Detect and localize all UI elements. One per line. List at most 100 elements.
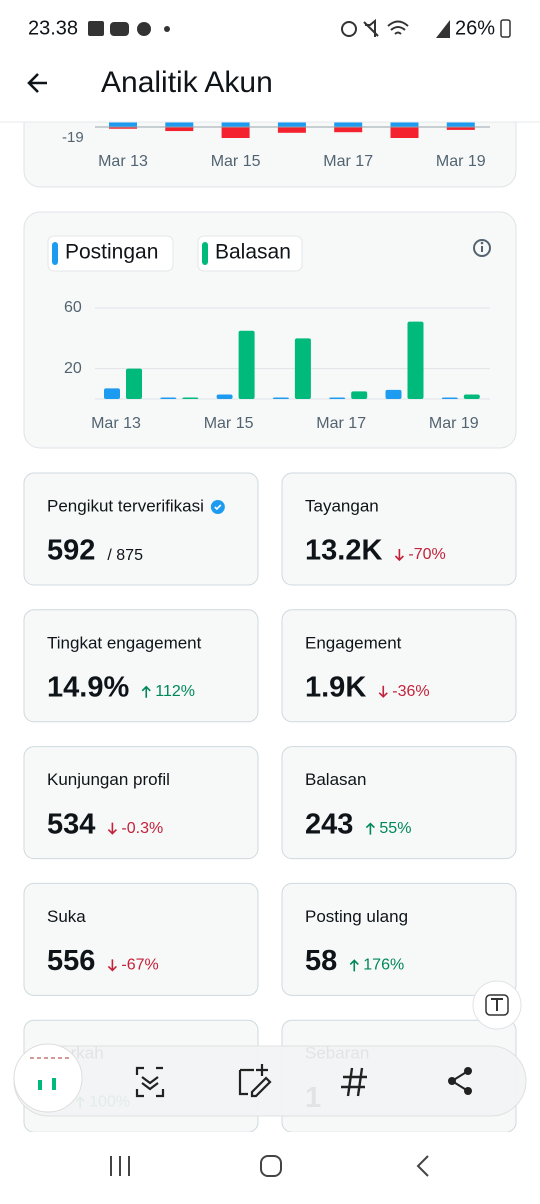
card-change: -36% bbox=[392, 683, 429, 700]
card-label: Tayangan bbox=[305, 496, 379, 515]
stat-card: Posting ulang 58 176% bbox=[281, 882, 517, 996]
card-bg bbox=[281, 609, 517, 723]
card-value: 243 bbox=[305, 808, 353, 840]
bar bbox=[385, 389, 402, 399]
bar bbox=[109, 121, 137, 127]
stat-card: Suka 556 -67% bbox=[23, 882, 259, 996]
stat-card: Balasan 243 55% bbox=[281, 746, 517, 860]
x-tick-label: Mar 17 bbox=[323, 153, 373, 170]
text-icon bbox=[485, 994, 509, 1016]
stat-card: Pengikut terverifikasi 592 / 875 bbox=[23, 472, 259, 586]
bar bbox=[165, 121, 194, 127]
card-bg bbox=[23, 472, 259, 586]
thumbnail-art bbox=[38, 1080, 42, 1090]
card-value: 1.9K bbox=[305, 671, 366, 703]
status-battery: 26% bbox=[455, 17, 495, 39]
header: 23.38 26% Analitik Akun bbox=[0, 0, 540, 123]
card-value: 592 bbox=[47, 535, 95, 567]
x-tick-label: Mar 19 bbox=[436, 153, 486, 170]
legend-chip[interactable] bbox=[47, 235, 174, 272]
legend-label: Balasan bbox=[215, 241, 291, 264]
back-button[interactable] bbox=[27, 73, 47, 93]
status-icon bbox=[164, 26, 170, 32]
battery-icon bbox=[500, 19, 511, 38]
page-title: Analitik Akun bbox=[101, 66, 273, 99]
bar bbox=[390, 127, 419, 138]
card-bg bbox=[23, 882, 259, 996]
text-icon bbox=[491, 998, 503, 1011]
y-tick-label: 60 bbox=[64, 299, 82, 316]
bar bbox=[109, 127, 137, 129]
x-tick-label: Mar 17 bbox=[316, 415, 366, 432]
legend-label: Postingan bbox=[65, 241, 158, 264]
edit-button[interactable] bbox=[238, 1064, 272, 1098]
bar bbox=[334, 121, 363, 127]
card-bg bbox=[281, 882, 517, 996]
thumbnail-art bbox=[52, 1078, 56, 1090]
info-icon bbox=[481, 246, 483, 252]
status-icon bbox=[88, 21, 104, 36]
legend-swatch bbox=[52, 242, 58, 265]
bar bbox=[238, 330, 255, 399]
info-icon bbox=[480, 241, 484, 245]
bar bbox=[277, 127, 306, 133]
bar bbox=[446, 127, 475, 130]
bar bbox=[160, 397, 177, 399]
card-change: 176% bbox=[363, 957, 404, 974]
bar bbox=[221, 127, 250, 138]
bar bbox=[182, 397, 199, 399]
bar bbox=[351, 391, 368, 399]
x-tick-label: Mar 13 bbox=[98, 153, 148, 170]
card-sub: / 875 bbox=[107, 547, 143, 564]
verified-badge bbox=[214, 504, 222, 511]
bar bbox=[165, 127, 194, 132]
nav-bar bbox=[0, 1132, 540, 1199]
card-value: 14.9% bbox=[47, 671, 129, 703]
card-label: Engagement bbox=[305, 633, 402, 652]
status-icon bbox=[341, 21, 357, 37]
change-arrow bbox=[378, 685, 388, 698]
bar bbox=[104, 388, 120, 399]
x-tick-label: Mar 13 bbox=[91, 415, 141, 432]
scroll-capture[interactable] bbox=[135, 1066, 165, 1098]
card-label: Pengikut terverifikasi bbox=[47, 496, 204, 515]
status-icon bbox=[387, 20, 409, 35]
nav-home[interactable] bbox=[260, 1155, 282, 1177]
stat-card: Tingkat engagement 14.9% 112% bbox=[23, 609, 259, 723]
info-icon[interactable] bbox=[473, 239, 491, 257]
status-icon bbox=[137, 22, 151, 36]
card-label: Kunjungan profil bbox=[47, 770, 170, 789]
hashtag-button[interactable] bbox=[341, 1067, 367, 1097]
stat-card: Engagement 1.9K -36% bbox=[281, 609, 517, 723]
card-value: 556 bbox=[47, 945, 95, 977]
bar bbox=[329, 397, 346, 399]
change-arrow bbox=[394, 549, 404, 562]
legend-chip[interactable] bbox=[197, 235, 303, 272]
card-value: 13.2K bbox=[305, 535, 382, 567]
nav-recent[interactable] bbox=[110, 1156, 130, 1176]
bar bbox=[294, 338, 311, 399]
card-bg bbox=[281, 472, 517, 586]
bar bbox=[463, 394, 480, 399]
bar bbox=[277, 121, 306, 127]
card-bg bbox=[281, 746, 517, 860]
bar bbox=[407, 321, 424, 399]
card-value: 58 bbox=[305, 945, 337, 977]
content: -19 Mar 13 Mar 15 Mar 17 Mar 19 20 60 Postingan… bbox=[23, 59, 517, 1133]
change-arrow bbox=[365, 822, 375, 835]
bar bbox=[272, 397, 289, 399]
card-change: -70% bbox=[408, 546, 445, 563]
bar bbox=[441, 397, 458, 399]
bar bbox=[221, 121, 250, 127]
card-bg bbox=[23, 746, 259, 860]
y-tick-label: 20 bbox=[64, 360, 82, 377]
stat-card: Kunjungan profil 534 -0.3% bbox=[23, 746, 259, 860]
thumbnail[interactable] bbox=[13, 1043, 83, 1113]
change-arrow bbox=[107, 959, 117, 972]
change-arrow bbox=[107, 822, 117, 835]
card-value: 534 bbox=[47, 808, 95, 840]
legend-swatch bbox=[202, 242, 208, 265]
bar bbox=[390, 121, 419, 127]
nav-back[interactable] bbox=[416, 1155, 429, 1177]
